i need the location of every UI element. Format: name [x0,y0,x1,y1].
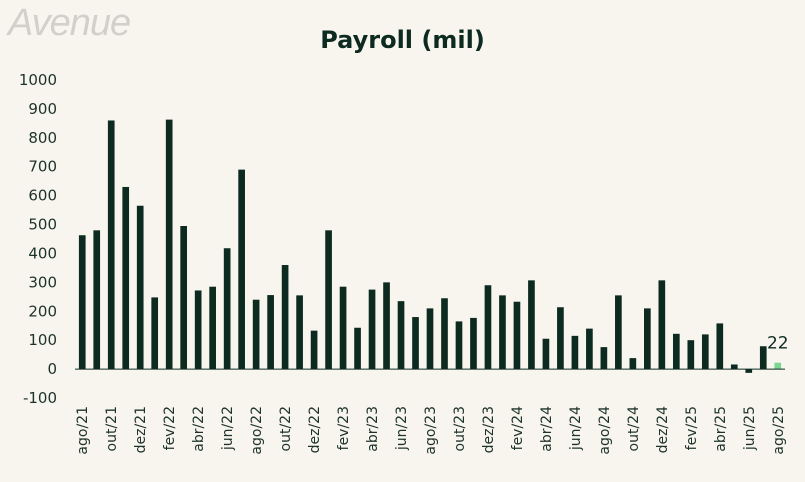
bar-jul-22 [238,169,245,370]
x-tick-label: out/21 [104,406,120,451]
x-tick-label: ago/21 [75,406,91,455]
bar-out-23 [455,321,463,370]
y-tick-label: 500 [28,216,57,234]
bar-abr-22 [194,290,202,370]
bar-mai-24 [557,307,564,370]
bar-ago-24 [600,347,608,370]
bar-out-21 [107,120,115,370]
x-tick-label: fev/24 [510,406,526,450]
bar-mai-23 [383,282,390,370]
x-tick-label: abr/24 [539,406,555,452]
bar-jan-25 [672,333,680,370]
bar-jan-23 [325,230,332,370]
x-tick-label: dez/23 [481,406,497,453]
bar-ago-23 [426,308,434,370]
bar-out-24 [629,358,637,370]
bar-mar-25 [701,334,709,370]
x-tick-label: dez/22 [307,406,323,453]
bar-ago-25 [774,362,782,370]
bar-dez-24 [658,280,666,370]
bar-out-22 [281,265,289,370]
x-tick-label: ago/24 [597,406,613,455]
y-tick-label: 400 [28,244,57,262]
bar-jan-22 [151,297,159,370]
y-tick-label: 200 [28,302,57,320]
bar-fev-24 [513,301,521,370]
bar-jun-24 [571,335,579,370]
bar-mai-25 [730,364,738,370]
chart-title: Payroll (mil) [320,26,485,54]
y-tick-label: 700 [28,158,57,176]
bar-nov-24 [644,308,651,370]
bar-series [78,119,782,373]
bar-abr-23 [368,289,376,370]
y-tick-label: 900 [28,100,57,118]
bar-dez-23 [484,285,492,370]
y-tick-label: 1000 [19,71,57,89]
bar-jan-24 [499,295,506,370]
y-tick-label: 0 [47,360,57,378]
x-tick-label: fev/22 [162,406,178,450]
x-tick-label: ago/22 [249,406,265,455]
bar-jun-22 [223,248,231,370]
x-tick-label: abr/23 [365,406,381,452]
y-tick-label: 300 [28,273,57,291]
avenue-logo: Avenue [8,2,131,44]
bar-set-22 [267,295,274,370]
x-tick-label: abr/25 [713,406,729,452]
bar-jul-24 [586,328,593,370]
x-tick-label: jun/24 [568,406,584,451]
bar-abr-25 [716,323,724,370]
x-tick-label: dez/24 [655,406,671,453]
bar-fev-23 [339,286,347,370]
bar-dez-21 [136,205,144,370]
x-tick-label: dez/21 [133,406,149,453]
bar-jul-23 [412,317,419,370]
x-tick-label: ago/23 [423,406,439,455]
bar-ago-21 [78,235,86,370]
y-tick-label: 600 [28,187,57,205]
y-tick-label: 800 [28,129,57,147]
bar-mai-22 [209,286,216,370]
bar-dez-22 [310,330,318,370]
x-tick-label: jun/25 [742,406,758,451]
bar-abr-24 [542,338,550,370]
x-tick-label: abr/22 [191,406,207,452]
bar-jun-25 [745,369,753,373]
bar-set-21 [93,230,101,370]
bar-mar-22 [180,225,188,370]
x-tick-label: fev/23 [336,406,352,450]
x-axis: ago/21 out/21 dez/21 fev/22 abr/22 jun/22 ago/… [75,406,787,455]
bar-ago-22 [252,299,260,370]
data-label: 22 [767,334,789,354]
bar-mar-23 [354,327,361,370]
bar-nov-23 [470,317,477,370]
x-tick-label: out/22 [278,406,294,451]
bar-set-24 [615,295,622,370]
x-tick-label: out/24 [626,406,642,452]
bar-nov-21 [122,186,130,370]
x-tick-label: fev/25 [684,406,700,450]
y-tick-label: -100 [23,389,57,407]
bar-fev-22 [165,119,173,370]
bar-jun-23 [397,301,405,370]
bar-mar-24 [528,280,535,370]
x-tick-label: ago/25 [771,406,787,455]
bar-jul-25 [759,346,767,370]
bar-fev-25 [687,340,695,370]
y-tick-label: 100 [28,331,57,349]
x-tick-label: jun/22 [220,406,236,451]
bar-set-23 [441,298,448,370]
bar-nov-22 [296,295,303,370]
x-tick-label: out/23 [452,406,468,451]
data-labels: 22 [767,334,789,354]
x-tick-label: jun/23 [394,406,410,451]
